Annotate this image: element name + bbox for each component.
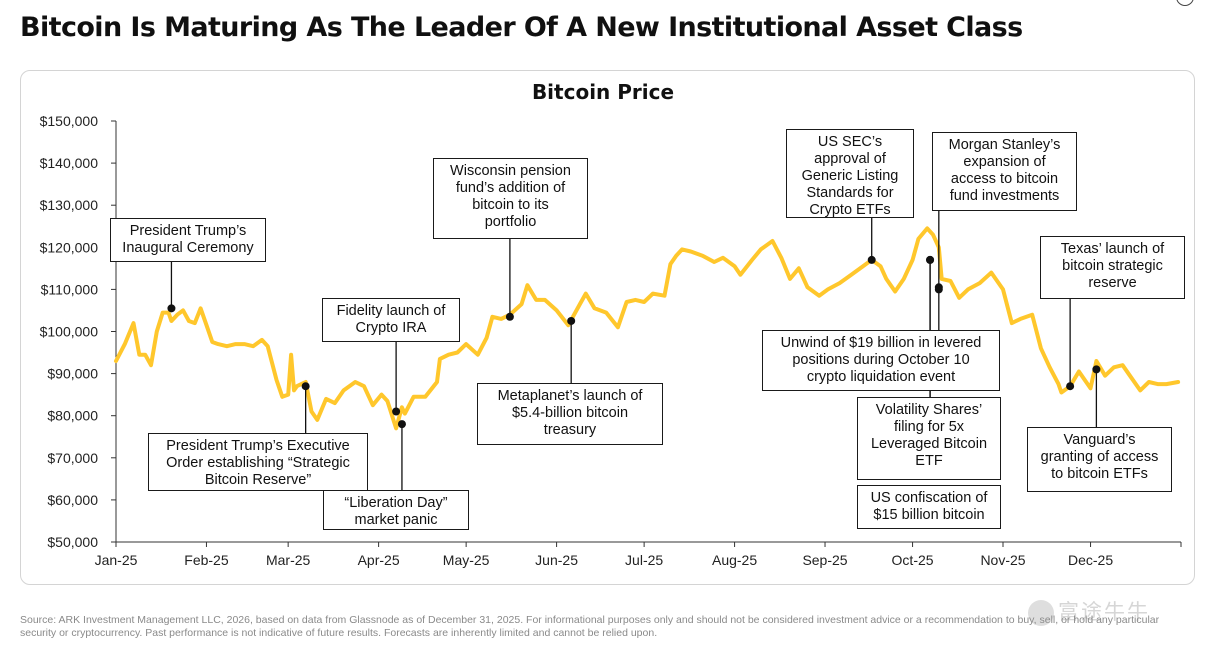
event-marker-executive-order (301, 382, 310, 391)
annotation-fidelity-ira: Fidelity launch of Crypto IRA (322, 298, 460, 342)
annotation-morgan-stanley: Morgan Stanley’s expansion of access to … (932, 132, 1077, 211)
x-tick-label: Feb-25 (184, 552, 229, 568)
annotation-unwind: Unwind of $19 billion in levered positio… (762, 330, 1000, 391)
bitcoin-price-chart: $150,000 $140,000 $130,000 $120,000 $110,000… (40, 113, 1182, 568)
x-tick-label: Jan-25 (95, 552, 138, 568)
source-footnote: Source: ARK Investment Management LLC, 2… (20, 614, 1160, 639)
event-marker-liberation-day (397, 420, 406, 429)
annotation-vanguard: Vanguard’s granting of access to bitcoin… (1027, 427, 1172, 492)
watermark: 富途牛牛 (1028, 596, 1150, 626)
x-tick-label: Jul-25 (625, 552, 663, 568)
annotation-volatility-shares: Volatility Shares’ filing for 5x Leverag… (857, 397, 1001, 480)
y-tick-label: $50,000 (47, 534, 98, 550)
annotation-metaplanet: Metaplanet’s launch of $5.4-billion bitc… (477, 383, 663, 445)
y-tick-label: $70,000 (47, 450, 98, 466)
annotation-executive-order: President Trump’s Executive Order establ… (148, 433, 368, 491)
x-tick-label: May-25 (443, 552, 490, 568)
event-marker-confiscation (926, 255, 935, 264)
x-tick-label: Oct-25 (892, 552, 934, 568)
price-series-line (114, 226, 1181, 431)
x-tick-label: Apr-25 (358, 552, 400, 568)
y-tick-label: $60,000 (47, 492, 98, 508)
y-tick-label: $140,000 (40, 155, 99, 171)
event-marker-vanguard (1092, 365, 1101, 374)
x-tick-label: Mar-25 (266, 552, 311, 568)
event-marker-unwind (934, 285, 943, 294)
y-tick-label: $130,000 (40, 197, 99, 213)
event-marker-sec-listing (867, 255, 876, 264)
annotation-inauguration: President Trump’s Inaugural Ceremony (110, 218, 266, 262)
y-tick-label: $80,000 (47, 408, 98, 424)
x-tick-label: Nov-25 (980, 552, 1025, 568)
chart-title: Bitcoin Price (531, 80, 675, 104)
page-headline: Bitcoin Is Maturing As The Leader Of A N… (20, 12, 1023, 43)
y-tick-label: $120,000 (40, 239, 99, 255)
y-tick-label: $150,000 (40, 113, 99, 129)
x-tick-label: Sep-25 (802, 552, 847, 568)
x-tick-label: Dec-25 (1068, 552, 1113, 568)
y-tick-label: $100,000 (40, 324, 99, 340)
event-marker-inauguration (167, 304, 176, 313)
event-marker-metaplanet (567, 316, 576, 325)
watermark-logo-icon (1028, 600, 1054, 626)
event-marker-wisconsin (505, 312, 514, 321)
y-tick-label: $90,000 (47, 366, 98, 382)
annotation-sec-listing: US SEC’s approval of Generic Listing Sta… (786, 129, 914, 218)
y-tick-label: $110,000 (41, 281, 99, 297)
x-tick-label: Aug-25 (712, 552, 757, 568)
event-marker-texas (1066, 382, 1075, 391)
annotation-liberation-day: “Liberation Day” market panic (323, 490, 469, 530)
x-tick-label: Jun-25 (535, 552, 578, 568)
annotation-confiscation: US confiscation of $15 billion bitcoin (857, 485, 1001, 529)
event-marker-fidelity-ira (392, 407, 401, 416)
annotation-texas: Texas’ launch of bitcoin strategic reser… (1040, 236, 1185, 299)
watermark-text: 富途牛牛 (1058, 600, 1150, 624)
annotation-wisconsin: Wisconsin pension fund’s addition of bit… (433, 158, 588, 239)
